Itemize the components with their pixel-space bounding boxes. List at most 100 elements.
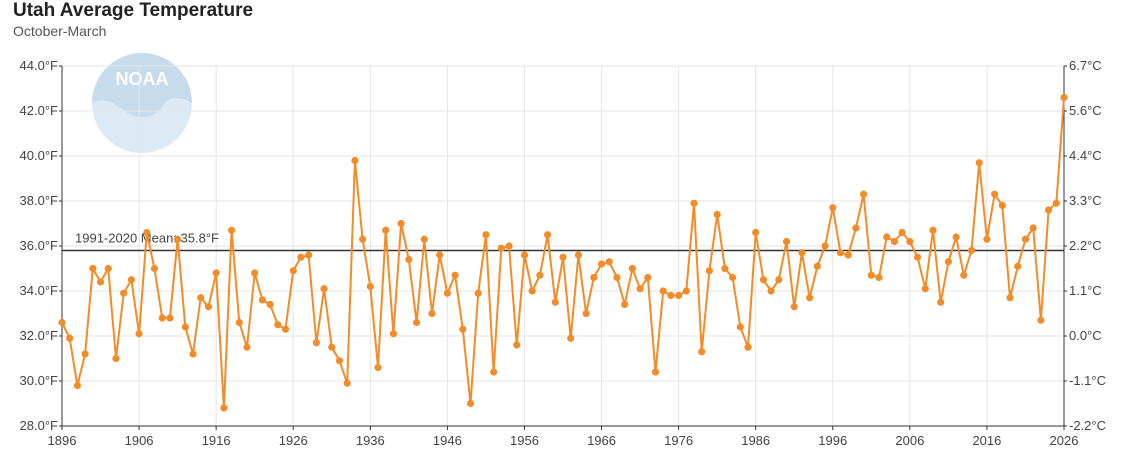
data-point[interactable] xyxy=(1037,316,1045,324)
data-point[interactable] xyxy=(744,343,752,351)
data-point[interactable] xyxy=(582,309,590,318)
data-point[interactable] xyxy=(482,231,490,239)
data-point[interactable] xyxy=(513,341,521,349)
data-point[interactable] xyxy=(305,251,313,259)
data-point[interactable] xyxy=(883,233,891,241)
data-point[interactable] xyxy=(58,318,66,327)
data-point[interactable] xyxy=(605,258,613,266)
data-point[interactable] xyxy=(150,264,159,273)
data-point[interactable] xyxy=(297,253,305,261)
data-point[interactable] xyxy=(721,264,729,273)
data-point[interactable] xyxy=(675,291,683,300)
data-point[interactable] xyxy=(328,343,336,351)
data-point[interactable] xyxy=(628,264,636,273)
data-point[interactable] xyxy=(667,291,675,300)
data-point[interactable] xyxy=(127,276,135,284)
data-point[interactable] xyxy=(906,237,914,246)
data-point[interactable] xyxy=(120,289,128,297)
data-point[interactable] xyxy=(867,271,875,279)
data-point[interactable] xyxy=(944,258,952,266)
data-point[interactable] xyxy=(389,330,398,338)
data-point[interactable] xyxy=(975,159,983,167)
data-point[interactable] xyxy=(490,368,498,376)
data-point[interactable] xyxy=(567,334,575,342)
data-point[interactable] xyxy=(197,294,205,302)
data-point[interactable] xyxy=(690,199,698,207)
data-point[interactable] xyxy=(937,298,945,306)
data-point[interactable] xyxy=(436,251,444,259)
data-point[interactable] xyxy=(759,276,768,284)
data-point[interactable] xyxy=(1044,206,1053,214)
data-point[interactable] xyxy=(736,323,744,331)
data-point[interactable] xyxy=(821,242,829,250)
data-point[interactable] xyxy=(227,226,236,234)
data-point[interactable] xyxy=(143,228,151,237)
data-point[interactable] xyxy=(782,237,791,246)
data-point[interactable] xyxy=(405,255,413,264)
data-point[interactable] xyxy=(505,242,513,250)
data-point[interactable] xyxy=(359,235,367,243)
data-point[interactable] xyxy=(929,226,937,234)
data-point[interactable] xyxy=(574,251,583,259)
data-point[interactable] xyxy=(451,271,459,279)
data-point[interactable] xyxy=(536,271,544,279)
data-point[interactable] xyxy=(258,296,266,304)
data-point[interactable] xyxy=(898,228,906,237)
data-point[interactable] xyxy=(998,201,1006,210)
data-point[interactable] xyxy=(952,233,960,241)
data-point[interactable] xyxy=(89,264,97,273)
data-point[interactable] xyxy=(174,235,182,243)
data-point[interactable] xyxy=(1052,199,1060,207)
data-point[interactable] xyxy=(597,260,606,268)
data-point[interactable] xyxy=(551,298,559,306)
data-point[interactable] xyxy=(474,289,482,297)
data-point[interactable] xyxy=(251,269,259,277)
data-point[interactable] xyxy=(983,235,991,243)
data-point[interactable] xyxy=(636,285,644,293)
data-point[interactable] xyxy=(528,287,536,295)
data-point[interactable] xyxy=(397,219,405,228)
data-point[interactable] xyxy=(921,285,929,293)
data-point[interactable] xyxy=(382,226,390,234)
data-point[interactable] xyxy=(135,330,143,338)
data-point[interactable] xyxy=(96,278,105,286)
data-point[interactable] xyxy=(852,224,860,232)
data-point[interactable] xyxy=(235,318,243,327)
data-point[interactable] xyxy=(281,325,290,333)
data-point[interactable] xyxy=(813,262,821,270)
data-point[interactable] xyxy=(274,321,282,329)
data-point[interactable] xyxy=(104,264,112,273)
data-point[interactable] xyxy=(204,303,213,311)
data-point[interactable] xyxy=(644,273,652,282)
data-point[interactable] xyxy=(343,379,351,387)
data-point[interactable] xyxy=(289,267,297,275)
data-point[interactable] xyxy=(520,251,529,259)
data-point[interactable] xyxy=(189,350,197,358)
data-point[interactable] xyxy=(66,334,74,342)
data-point[interactable] xyxy=(366,282,374,291)
data-point[interactable] xyxy=(243,343,251,351)
data-point[interactable] xyxy=(73,381,82,390)
data-point[interactable] xyxy=(651,368,660,376)
data-point[interactable] xyxy=(466,399,475,408)
data-point[interactable] xyxy=(844,251,852,259)
data-point[interactable] xyxy=(698,348,706,356)
data-point[interactable] xyxy=(775,276,783,284)
data-point[interactable] xyxy=(312,339,320,347)
data-point[interactable] xyxy=(875,273,883,282)
data-point[interactable] xyxy=(181,323,189,331)
data-point[interactable] xyxy=(212,269,220,277)
data-point[interactable] xyxy=(752,228,760,237)
data-point[interactable] xyxy=(459,325,467,333)
data-point[interactable] xyxy=(621,300,629,309)
data-point[interactable] xyxy=(590,273,598,282)
data-point[interactable] xyxy=(790,303,798,311)
data-point[interactable] xyxy=(443,289,451,297)
data-point[interactable] xyxy=(1021,235,1030,243)
data-point[interactable] xyxy=(682,287,690,295)
data-point[interactable] xyxy=(991,190,999,198)
data-point[interactable] xyxy=(960,271,968,279)
data-point[interactable] xyxy=(1014,262,1022,270)
data-point[interactable] xyxy=(806,294,814,302)
data-point[interactable] xyxy=(1029,224,1037,232)
